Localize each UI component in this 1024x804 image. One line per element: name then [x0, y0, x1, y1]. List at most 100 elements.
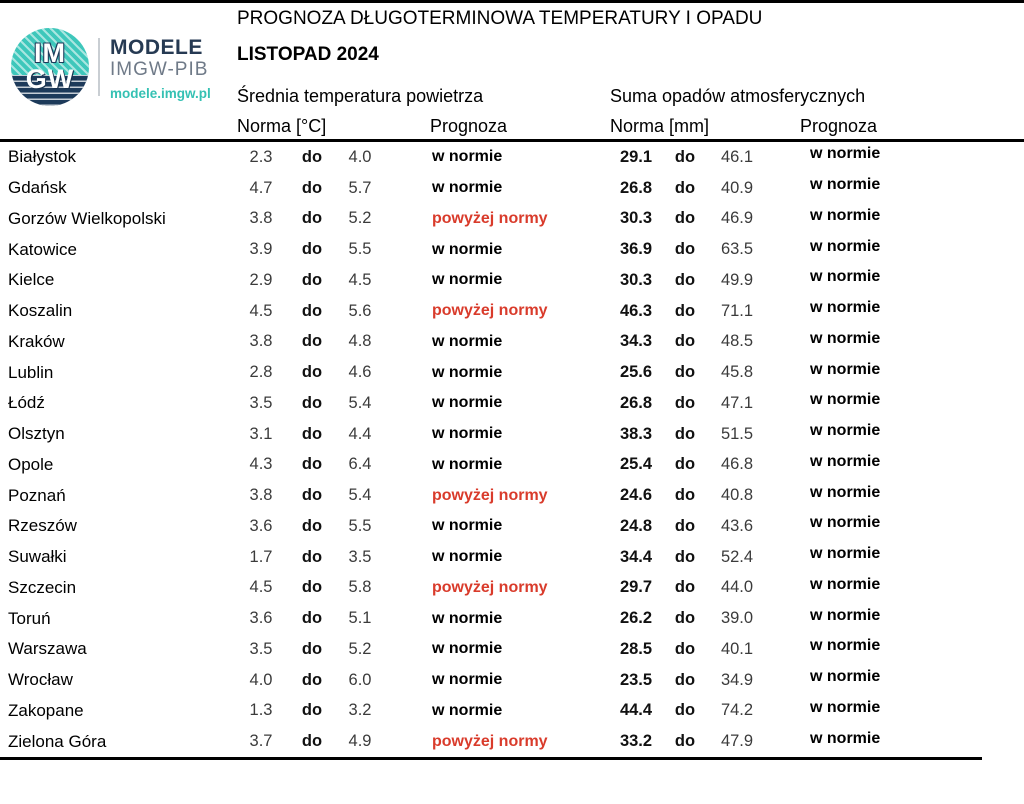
brand-name: MODELE	[110, 36, 203, 59]
city-name: Poznań	[8, 485, 66, 505]
city-name: Wrocław	[8, 670, 73, 690]
temp-norm-low: 3.9	[249, 240, 273, 259]
precip-norm-high: 63.5	[720, 240, 754, 259]
precip-norm-high: 47.1	[720, 393, 754, 412]
column-header-temp-norm: Norma [°C]	[237, 116, 327, 136]
temp-norm-low: 3.1	[249, 424, 273, 443]
temp-range-separator: do	[301, 209, 323, 228]
temp-norm-high: 5.7	[348, 178, 372, 197]
table-row: Łódź 3.5 do 5.4 w normie 26.8 do 47.1 w …	[0, 388, 1024, 419]
page-subtitle: LISTOPAD 2024	[237, 44, 379, 65]
precip-norm-low: 28.5	[619, 639, 653, 658]
precip-norm-high: 40.9	[720, 178, 754, 197]
temp-norm-low: 2.3	[249, 147, 273, 166]
column-header-precip-forecast: Prognoza	[800, 116, 878, 136]
org-name: IMGW-PIB	[110, 59, 209, 80]
precip-norm-high: 47.9	[720, 732, 754, 751]
precip-norm-low: 29.7	[619, 578, 653, 597]
city-name: Katowice	[8, 239, 77, 259]
precip-norm-high: 46.1	[720, 147, 754, 166]
precip-range-separator: do	[674, 547, 696, 566]
precip-norm-high: 49.9	[720, 270, 754, 289]
column-header-precip-norm: Norma [mm]	[610, 116, 709, 136]
precip-norm-high: 74.2	[720, 701, 754, 720]
table-row: Warszawa 3.5 do 5.2 w normie 28.5 do 40.…	[0, 634, 1024, 665]
temp-range-separator: do	[301, 547, 323, 566]
temp-norm-high: 3.5	[348, 547, 372, 566]
temp-norm-high: 5.5	[348, 240, 372, 259]
precip-norm-low: 25.6	[619, 363, 653, 382]
precip-norm-low: 38.3	[619, 424, 653, 443]
precip-norm-low: 46.3	[619, 301, 653, 320]
precip-forecast: w normie	[810, 268, 881, 286]
temp-norm-high: 5.4	[348, 393, 372, 412]
city-name: Białystok	[8, 147, 77, 167]
temp-range-separator: do	[301, 178, 323, 197]
temp-norm-high: 4.6	[348, 363, 372, 382]
temp-norm-low: 3.8	[249, 209, 273, 228]
precip-range-separator: do	[674, 332, 696, 351]
logo-im-text: IM	[34, 38, 66, 68]
precip-norm-low: 24.6	[619, 486, 653, 505]
precip-forecast: w normie	[810, 545, 881, 563]
temp-range-separator: do	[301, 240, 323, 259]
table-row: Rzeszów 3.6 do 5.5 w normie 24.8 do 43.6…	[0, 511, 1024, 542]
precip-forecast: w normie	[810, 668, 881, 686]
precip-norm-low: 30.3	[619, 209, 653, 228]
column-header-temp-forecast: Prognoza	[430, 116, 508, 136]
temp-norm-high: 5.4	[348, 486, 372, 505]
temp-norm-high: 4.5	[348, 270, 372, 289]
temp-norm-low: 3.8	[249, 332, 273, 351]
precip-forecast: w normie	[810, 606, 881, 624]
temp-norm-high: 4.4	[348, 424, 372, 443]
temp-range-separator: do	[301, 301, 323, 320]
precip-norm-low: 29.1	[619, 147, 653, 166]
temp-norm-high: 5.1	[348, 609, 372, 628]
precip-forecast: w normie	[810, 360, 881, 378]
temp-range-separator: do	[301, 609, 323, 628]
table-row: Poznań 3.8 do 5.4 powyżej normy 24.6 do …	[0, 480, 1024, 511]
city-name: Rzeszów	[8, 516, 77, 536]
temp-norm-low: 3.6	[249, 516, 273, 535]
temp-forecast: w normie	[432, 671, 503, 689]
precip-norm-low: 24.8	[619, 516, 653, 535]
precip-norm-high: 40.8	[720, 486, 754, 505]
temp-range-separator: do	[301, 332, 323, 351]
temp-forecast: w normie	[432, 517, 503, 535]
temp-norm-high: 5.5	[348, 516, 372, 535]
temp-range-separator: do	[301, 486, 323, 505]
precip-range-separator: do	[674, 363, 696, 382]
temp-norm-low: 3.5	[249, 639, 273, 658]
table-row: Koszalin 4.5 do 5.6 powyżej normy 46.3 d…	[0, 296, 1024, 327]
imgw-logo: IM GW MODELE IMGW-PIB modele.imgw.pl	[10, 26, 225, 110]
page-title: PROGNOZA DŁUGOTERMINOWA TEMPERATURY I OP…	[237, 8, 763, 29]
temp-norm-low: 2.8	[249, 363, 273, 382]
city-name: Zielona Góra	[8, 731, 107, 751]
temp-norm-low: 4.5	[249, 301, 273, 320]
precip-forecast: w normie	[810, 637, 881, 655]
temp-norm-low: 4.5	[249, 578, 273, 597]
temp-forecast: w normie	[432, 455, 503, 473]
temp-range-separator: do	[301, 455, 323, 474]
precip-range-separator: do	[674, 670, 696, 689]
table-row: Opole 4.3 do 6.4 w normie 25.4 do 46.8 w…	[0, 450, 1024, 481]
precip-forecast: w normie	[810, 575, 881, 593]
precip-forecast: w normie	[810, 483, 881, 501]
city-name: Łódź	[8, 393, 45, 413]
table-row: Gorzów Wielkopolski 3.8 do 5.2 powyżej n…	[0, 204, 1024, 235]
temp-norm-high: 5.8	[348, 578, 372, 597]
city-name: Zakopane	[8, 700, 84, 720]
precip-forecast: w normie	[810, 206, 881, 224]
city-name: Gorzów Wielkopolski	[8, 208, 166, 228]
precip-range-separator: do	[674, 209, 696, 228]
table-row: Białystok 2.3 do 4.0 w normie 29.1 do 46…	[0, 142, 1024, 173]
temp-norm-low: 3.7	[249, 732, 273, 751]
precip-norm-low: 26.2	[619, 609, 653, 628]
top-rule	[0, 0, 1024, 3]
bottom-rule	[0, 757, 982, 760]
precip-forecast: w normie	[810, 299, 881, 317]
city-name: Opole	[8, 454, 54, 474]
temp-norm-high: 4.8	[348, 332, 372, 351]
city-name: Suwałki	[8, 547, 67, 567]
